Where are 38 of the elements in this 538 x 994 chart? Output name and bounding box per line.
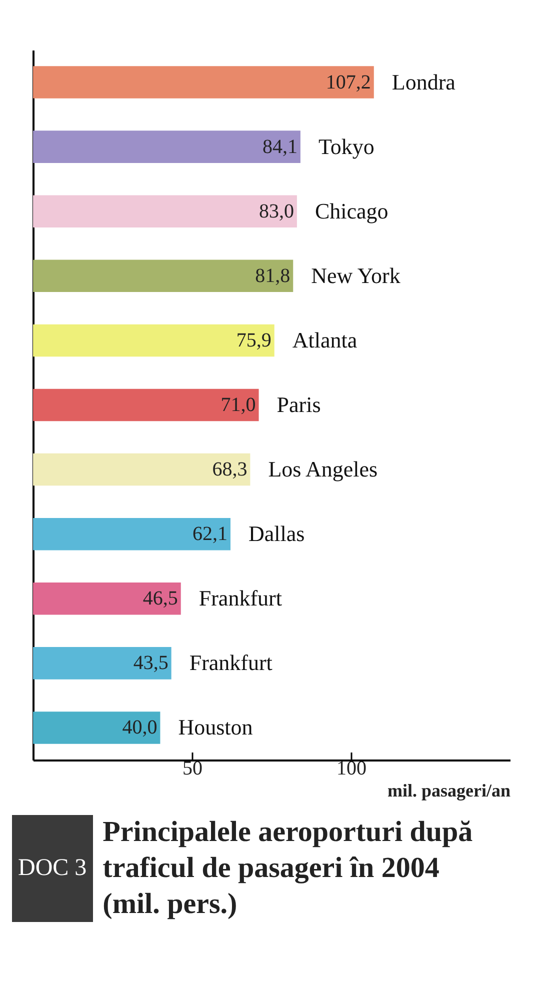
data-label: 40,0 [122, 716, 158, 739]
bar [33, 195, 297, 228]
data-label: 83,0 [258, 200, 294, 222]
x-tick-label: 50 [182, 758, 202, 780]
data-label: 75,9 [236, 329, 272, 352]
bar [33, 582, 181, 615]
y-tick-label: Chicago [314, 198, 388, 224]
y-tick-label: Atlanta [292, 327, 358, 352]
bar [33, 130, 300, 163]
y-tick-label: Frankfurt [189, 650, 272, 676]
y-tick-label: Los Angeles [268, 456, 378, 482]
data-label: 107,2 [326, 71, 371, 94]
data-label: 68,3 [212, 458, 248, 481]
y-tick-label: Houston [178, 714, 253, 740]
text: DOC 3 [12, 814, 93, 922]
bar [33, 388, 259, 422]
bar [33, 453, 250, 486]
bar [33, 324, 274, 357]
bar [33, 712, 160, 744]
x-axis-title: mil. pasageri/an [387, 780, 510, 800]
bar [33, 647, 172, 680]
y-tick-label: Tokyo [318, 134, 374, 159]
y-tick-label: Londra [392, 69, 456, 94]
bar [33, 66, 374, 98]
data-label: 62,1 [192, 523, 228, 546]
y-tick-label: Paris [276, 392, 321, 417]
bar [33, 260, 294, 292]
data-label: 43,5 [133, 652, 168, 674]
data-label: 46,5 [142, 588, 178, 610]
data-label: 81,8 [255, 264, 290, 287]
data-label: 71,0 [220, 394, 256, 416]
y-tick-label: Dallas [248, 521, 305, 546]
x-tick-label: 100 [336, 758, 366, 780]
bar [33, 518, 230, 550]
text: Principalele aeroporturi după traficul de pasageri în 2004 (mil. pers.) [102, 815, 474, 922]
y-tick-label: New York [311, 262, 400, 288]
y-tick-label: Frankfurt [198, 586, 282, 611]
data-label: 84,1 [262, 136, 298, 158]
